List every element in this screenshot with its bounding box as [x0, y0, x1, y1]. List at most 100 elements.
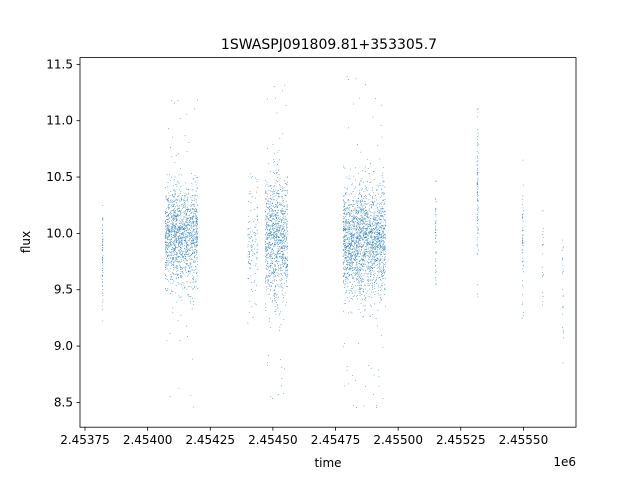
data-point	[276, 235, 278, 237]
data-point	[346, 260, 348, 261]
data-point	[166, 228, 167, 230]
data-point	[273, 223, 274, 225]
data-point	[351, 252, 352, 254]
data-point	[349, 232, 351, 234]
data-point	[347, 207, 348, 208]
data-point	[382, 248, 383, 249]
data-point	[268, 218, 269, 220]
data-point	[370, 247, 372, 249]
data-point	[184, 212, 186, 214]
data-point	[384, 289, 386, 291]
data-point	[271, 219, 272, 221]
data-point	[171, 215, 173, 217]
data-point	[351, 254, 353, 256]
data-point	[187, 244, 189, 246]
data-point	[562, 264, 564, 266]
data-point	[357, 295, 358, 296]
data-point	[270, 239, 272, 240]
data-point	[187, 223, 189, 225]
data-point	[278, 218, 279, 220]
data-point	[192, 228, 194, 230]
data-point	[382, 199, 384, 201]
data-point	[356, 241, 358, 243]
data-point	[274, 289, 276, 291]
data-point	[342, 236, 344, 238]
data-point	[350, 239, 352, 240]
data-point	[251, 245, 253, 247]
data-point	[283, 256, 285, 258]
data-point	[282, 213, 283, 215]
data-point	[194, 224, 196, 225]
data-point	[265, 236, 267, 238]
data-point	[272, 258, 273, 259]
data-point	[166, 195, 167, 197]
data-point	[372, 291, 374, 293]
data-point	[170, 242, 172, 244]
data-point	[363, 245, 364, 247]
data-point	[477, 232, 479, 234]
data-point	[172, 247, 174, 249]
data-point	[370, 181, 372, 183]
data-point	[358, 273, 360, 275]
data-point	[166, 242, 168, 244]
data-point	[381, 175, 383, 176]
data-point	[194, 242, 195, 243]
data-point	[348, 204, 350, 206]
data-point	[266, 227, 267, 229]
data-point	[278, 248, 280, 250]
data-point	[377, 247, 378, 249]
data-point	[562, 259, 563, 261]
data-point	[372, 314, 373, 315]
data-point	[284, 368, 285, 370]
data-point	[179, 221, 181, 222]
data-point	[384, 277, 386, 279]
data-point	[343, 241, 345, 242]
data-point	[359, 206, 361, 208]
data-point	[379, 287, 381, 288]
data-point	[171, 257, 173, 259]
data-point	[267, 288, 269, 289]
data-point	[369, 315, 371, 317]
data-point	[265, 206, 267, 208]
data-point	[266, 239, 268, 240]
data-point	[172, 264, 173, 265]
data-point	[352, 231, 353, 233]
data-point	[282, 259, 283, 261]
data-point	[191, 233, 193, 234]
data-point	[174, 261, 175, 263]
data-point	[384, 263, 386, 265]
data-point	[477, 182, 479, 184]
data-point	[343, 282, 344, 284]
data-point	[366, 216, 367, 217]
data-point	[287, 260, 289, 261]
data-point	[171, 254, 173, 256]
data-point	[184, 193, 186, 195]
data-point	[375, 251, 376, 253]
data-point	[286, 183, 288, 185]
data-point	[362, 200, 363, 202]
data-point	[355, 200, 357, 202]
data-point	[193, 213, 195, 215]
data-point	[347, 244, 349, 246]
data-point	[275, 206, 277, 207]
data-point	[349, 230, 351, 232]
data-point	[187, 224, 189, 226]
data-point	[345, 249, 346, 250]
data-point	[286, 225, 288, 226]
data-point	[266, 223, 267, 225]
data-point	[183, 229, 185, 230]
data-point	[171, 100, 172, 101]
data-point	[380, 222, 382, 224]
data-point	[285, 236, 287, 237]
data-point	[181, 185, 183, 187]
data-point	[284, 260, 285, 261]
data-point	[377, 237, 379, 239]
data-point	[435, 208, 437, 210]
data-point	[280, 242, 281, 244]
data-point	[367, 251, 369, 252]
data-point	[268, 225, 270, 227]
data-point	[364, 217, 366, 219]
data-point	[353, 229, 355, 231]
data-point	[361, 230, 362, 232]
data-point	[348, 223, 350, 225]
